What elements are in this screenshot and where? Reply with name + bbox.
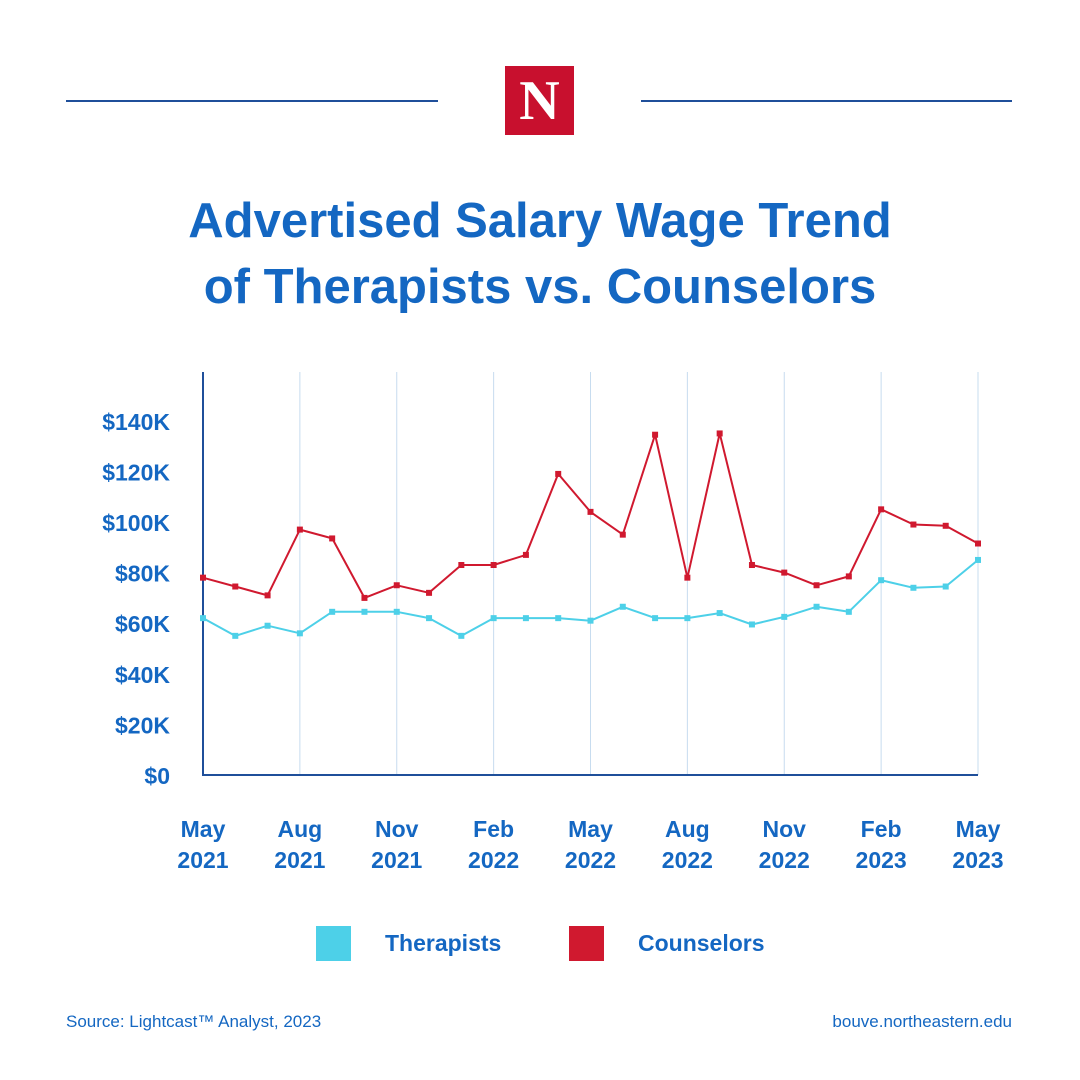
y-tick-label: $60K xyxy=(115,611,170,637)
x-tick-label-year: 2022 xyxy=(759,847,810,873)
data-point-therapists xyxy=(232,632,239,639)
data-point-counselors xyxy=(361,594,368,601)
data-point-therapists xyxy=(845,608,852,615)
chart-title-line-2: of Therapists vs. Counselors xyxy=(203,260,877,314)
data-point-counselors xyxy=(458,562,465,569)
header-rule-left xyxy=(66,100,438,102)
data-point-counselors xyxy=(748,562,755,569)
data-point-counselors xyxy=(200,574,206,581)
x-tick-label-month: Aug xyxy=(665,816,710,842)
data-point-therapists xyxy=(296,630,303,637)
y-tick-label: $20K xyxy=(115,712,170,738)
data-point-therapists xyxy=(684,615,691,622)
data-point-counselors xyxy=(587,508,594,515)
chart-title-line-1: Advertised Salary Wage Trend xyxy=(188,194,892,248)
legend-label-counselors: Counselors xyxy=(638,930,765,956)
x-tick-label-year: 2021 xyxy=(177,847,228,873)
data-point-therapists xyxy=(458,632,465,639)
data-point-therapists xyxy=(878,577,885,584)
legend-label-therapists: Therapists xyxy=(385,930,502,956)
y-tick-label: $120K xyxy=(102,459,170,485)
data-point-counselors xyxy=(781,569,788,576)
data-point-counselors xyxy=(878,506,885,513)
x-tick-label-month: May xyxy=(181,816,226,842)
data-point-therapists xyxy=(200,615,206,622)
data-point-counselors xyxy=(975,540,981,547)
data-point-counselors xyxy=(522,551,529,558)
source-note: Source: Lightcast™ Analyst, 2023 xyxy=(66,1012,322,1031)
data-point-therapists xyxy=(522,615,529,622)
x-tick-label-year: 2022 xyxy=(565,847,616,873)
x-tick-label-month: Nov xyxy=(375,816,419,842)
data-point-therapists xyxy=(813,603,820,610)
x-tick-label-year: 2022 xyxy=(468,847,519,873)
data-point-counselors xyxy=(393,582,400,589)
data-point-counselors xyxy=(232,583,239,590)
line-chart: $0 $20K $40K $60K $80K $100K $120K $140K May 2021… xyxy=(102,372,1004,873)
legend-swatch-counselors xyxy=(569,926,604,961)
data-point-counselors xyxy=(329,535,336,542)
x-tick-label-month: Aug xyxy=(278,816,323,842)
data-point-counselors xyxy=(652,431,659,438)
y-tick-label: $100K xyxy=(102,510,170,536)
x-tick-label-month: May xyxy=(568,816,613,842)
data-point-therapists xyxy=(910,584,917,591)
data-point-counselors xyxy=(910,521,917,528)
data-point-therapists xyxy=(587,617,594,624)
y-tick-label: $80K xyxy=(115,561,170,587)
data-point-therapists xyxy=(748,621,755,628)
data-point-counselors xyxy=(716,430,723,437)
y-tick-label: $40K xyxy=(115,662,170,688)
data-point-therapists xyxy=(329,608,336,615)
x-tick-label-year: 2023 xyxy=(856,847,907,873)
data-point-counselors xyxy=(813,582,820,589)
legend-swatch-therapists xyxy=(316,926,351,961)
data-point-therapists xyxy=(555,615,562,622)
chart-title: Advertised Salary Wage Trend of Therapis… xyxy=(0,188,1080,320)
data-point-counselors xyxy=(845,573,852,580)
x-tick-label-year: 2022 xyxy=(662,847,713,873)
x-tick-label-year: 2023 xyxy=(952,847,1003,873)
header-rule-right xyxy=(641,100,1012,102)
x-tick-label-month: Feb xyxy=(473,816,514,842)
x-tick-label-year: 2021 xyxy=(274,847,325,873)
data-point-counselors xyxy=(942,522,949,529)
data-point-therapists xyxy=(716,610,723,617)
northeastern-logo: N xyxy=(505,66,574,135)
data-point-therapists xyxy=(426,615,433,622)
data-point-counselors xyxy=(426,589,433,596)
x-tick-label-year: 2021 xyxy=(371,847,422,873)
data-point-therapists xyxy=(652,615,659,622)
data-point-therapists xyxy=(975,556,981,563)
y-tick-label: $140K xyxy=(102,409,170,435)
website-url: bouve.northeastern.edu xyxy=(832,1012,1012,1031)
data-point-counselors xyxy=(264,592,271,599)
data-point-therapists xyxy=(361,608,368,615)
data-point-therapists xyxy=(781,613,788,620)
x-tick-label-month: Feb xyxy=(861,816,902,842)
y-tick-label: $0 xyxy=(144,763,170,789)
data-point-therapists xyxy=(942,583,949,590)
legend-item-counselors: Counselors xyxy=(569,926,765,961)
data-point-counselors xyxy=(555,470,562,477)
legend-item-therapists: Therapists xyxy=(316,926,501,961)
data-point-therapists xyxy=(619,603,626,610)
x-tick-label-month: May xyxy=(956,816,1001,842)
data-point-counselors xyxy=(619,531,626,538)
data-point-therapists xyxy=(490,615,497,622)
data-point-counselors xyxy=(684,574,691,581)
data-point-therapists xyxy=(264,622,271,629)
x-tick-label-month: Nov xyxy=(763,816,807,842)
data-point-counselors xyxy=(296,526,303,533)
data-point-counselors xyxy=(490,562,497,569)
data-point-therapists xyxy=(393,608,400,615)
